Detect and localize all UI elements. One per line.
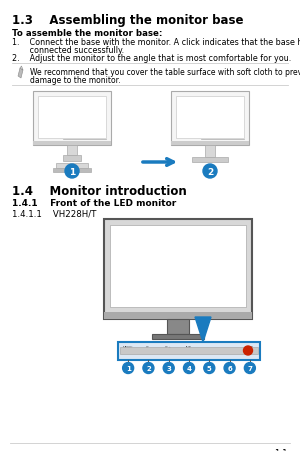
Text: damage to the monitor.: damage to the monitor.	[30, 76, 121, 85]
Text: 6: 6	[227, 365, 232, 372]
Circle shape	[163, 363, 174, 374]
Text: INP: INP	[186, 345, 192, 349]
Text: 1.3    Assembling the monitor base: 1.3 Assembling the monitor base	[12, 14, 244, 27]
Text: To assemble the monitor base:: To assemble the monitor base:	[12, 29, 162, 38]
Bar	[171, 92, 249, 146]
Circle shape	[244, 363, 255, 374]
Text: We recommend that you cover the table surface with soft cloth to prevent: We recommend that you cover the table su…	[30, 68, 300, 77]
Bar	[176, 97, 244, 139]
Text: VL+: VL+	[165, 345, 172, 349]
Bar	[120, 347, 258, 354]
Text: 1: 1	[126, 365, 130, 372]
Bar	[67, 146, 77, 156]
Bar	[38, 97, 106, 139]
Text: 1-1: 1-1	[274, 448, 288, 451]
Text: 5: 5	[207, 365, 212, 372]
Text: 1: 1	[69, 167, 75, 176]
Text: 2: 2	[207, 167, 213, 176]
Text: 1.    Connect the base with the monitor. A click indicates that the base has bee: 1. Connect the base with the monitor. A …	[12, 38, 300, 47]
Text: 7: 7	[248, 365, 252, 372]
Text: connected successfully.: connected successfully.	[12, 46, 124, 55]
Bar	[56, 164, 88, 169]
Text: 3: 3	[166, 365, 171, 372]
Bar	[118, 342, 260, 360]
Text: >>: >>	[227, 345, 233, 349]
Circle shape	[184, 363, 194, 374]
Circle shape	[204, 363, 215, 374]
Text: 1.4.1.1    VH228H/T: 1.4.1.1 VH228H/T	[12, 210, 96, 219]
Text: PWR: PWR	[246, 345, 254, 349]
Bar	[205, 146, 215, 158]
Bar	[33, 142, 111, 146]
Circle shape	[65, 165, 79, 179]
Text: VL-: VL-	[146, 345, 151, 349]
Text: 4: 4	[187, 365, 191, 372]
Text: 2: 2	[146, 365, 151, 372]
Circle shape	[224, 363, 235, 374]
Text: 2.    Adjust the monitor to the angle that is most comfortable for you.: 2. Adjust the monitor to the angle that …	[12, 54, 291, 63]
Circle shape	[143, 363, 154, 374]
Polygon shape	[20, 67, 23, 71]
Polygon shape	[18, 69, 23, 79]
Bar	[192, 158, 228, 163]
Bar	[167, 319, 189, 334]
Bar	[33, 92, 111, 146]
Bar	[63, 156, 81, 161]
Polygon shape	[195, 318, 211, 342]
Text: MENU: MENU	[123, 345, 133, 349]
Bar	[104, 220, 252, 319]
Bar	[53, 169, 91, 173]
Circle shape	[203, 165, 217, 179]
Bar	[110, 226, 246, 307]
Text: 1.4    Monitor introduction: 1.4 Monitor introduction	[12, 184, 187, 198]
Circle shape	[123, 363, 134, 374]
Circle shape	[244, 346, 253, 355]
Bar	[152, 334, 204, 339]
Bar	[104, 312, 252, 319]
Text: <<: <<	[206, 345, 212, 349]
Text: 1.4.1    Front of the LED monitor: 1.4.1 Front of the LED monitor	[12, 198, 176, 207]
Bar	[171, 142, 249, 146]
